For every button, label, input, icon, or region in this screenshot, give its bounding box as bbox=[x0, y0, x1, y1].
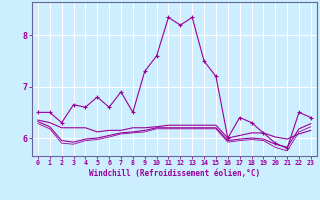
X-axis label: Windchill (Refroidissement éolien,°C): Windchill (Refroidissement éolien,°C) bbox=[89, 169, 260, 178]
